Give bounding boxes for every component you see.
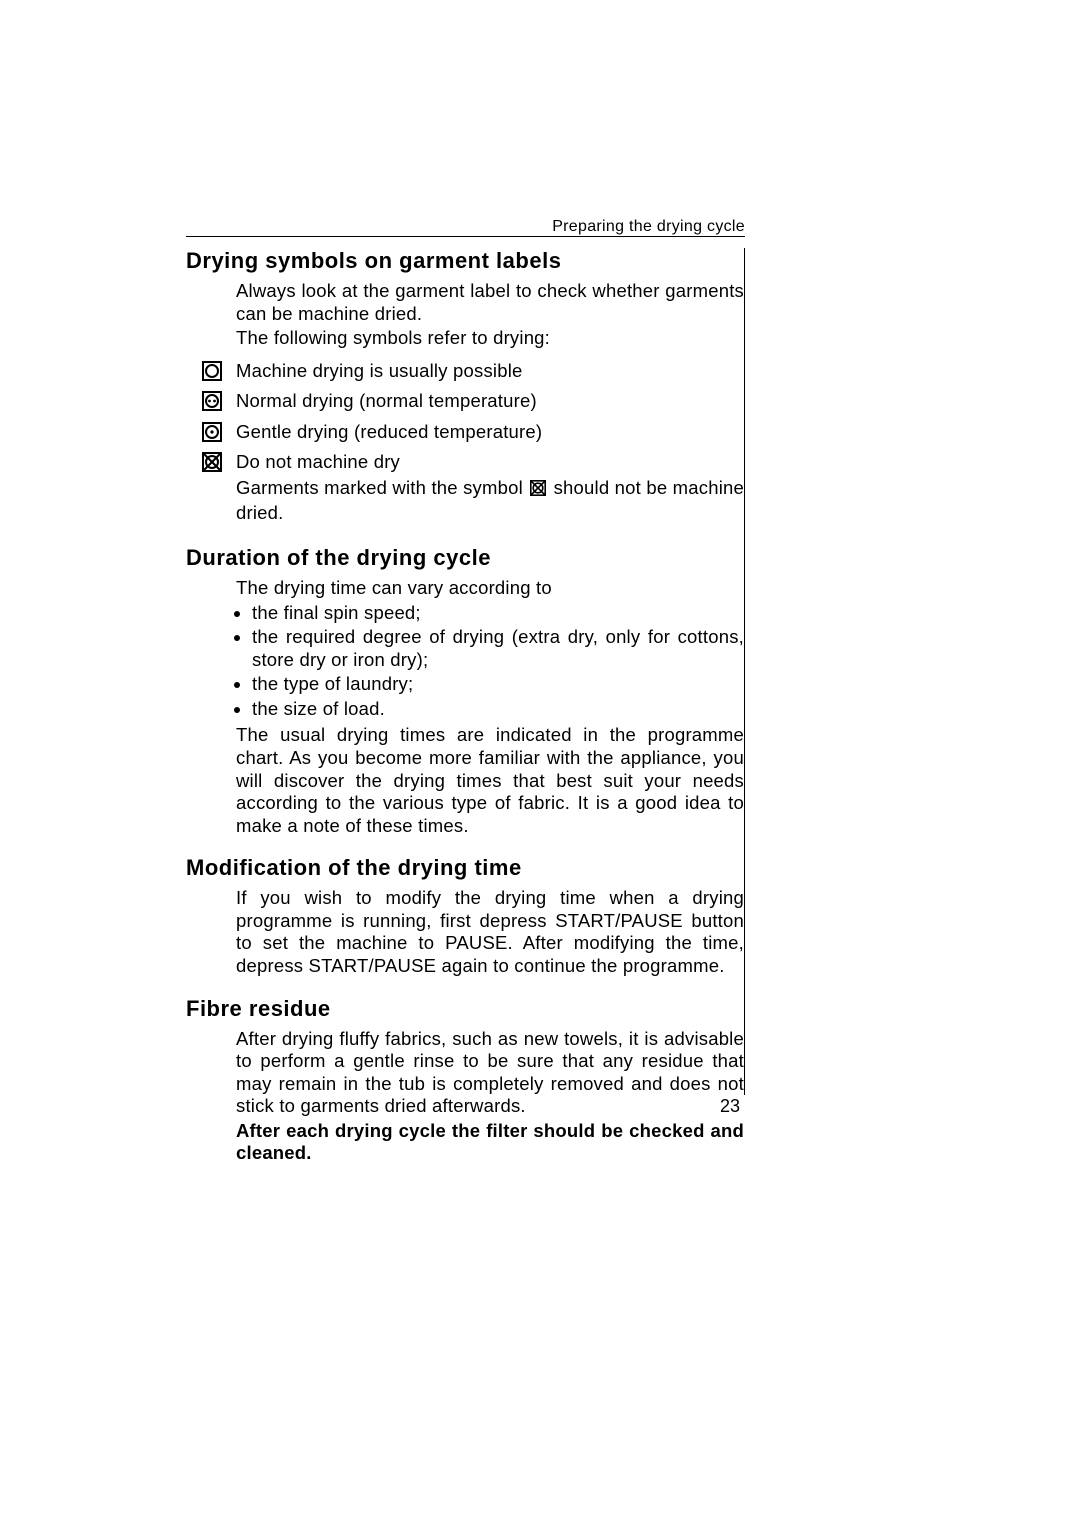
section-modification: Modification of the drying time If you w… xyxy=(186,855,744,977)
symbol-row-do-not: Do not machine dry Garments marked with … xyxy=(186,451,744,527)
fibre-bold-line: After each drying cycle the filter shoul… xyxy=(236,1120,744,1165)
bullet-item: the type of laundry; xyxy=(252,673,744,696)
section-intro: Always look at the garment label to chec… xyxy=(236,280,744,350)
symbol-row-possible: Machine drying is usually possible xyxy=(186,360,744,383)
tumble-dry-gentle-icon xyxy=(186,421,236,442)
bullet-item: the required degree of drying (extra dry… xyxy=(252,626,744,671)
section-title: Fibre residue xyxy=(186,996,744,1022)
tumble-dry-normal-icon xyxy=(186,390,236,411)
page-number: 23 xyxy=(720,1096,740,1117)
section-fibre-residue: Fibre residue After drying fluffy fabric… xyxy=(186,996,744,1165)
page-content: Drying symbols on garment labels Always … xyxy=(186,248,745,1095)
symbol-label: Gentle drying (reduced temperature) xyxy=(236,421,744,444)
horizontal-rule xyxy=(186,236,745,237)
section-body: The drying time can vary according to th… xyxy=(236,577,744,837)
section-title: Drying symbols on garment labels xyxy=(186,248,744,274)
symbol-row-normal: Normal drying (normal temperature) xyxy=(186,390,744,413)
section-drying-symbols: Drying symbols on garment labels Always … xyxy=(186,248,744,527)
duration-paragraph: The usual drying times are indicated in … xyxy=(236,724,744,837)
lead-line: The drying time can vary according to xyxy=(236,577,744,600)
do-not-dry-label: Do not machine dry xyxy=(236,451,744,474)
symbol-label-block: Do not machine dry Garments marked with … xyxy=(236,451,744,527)
tumble-dry-icon xyxy=(186,360,236,381)
fibre-paragraph: After drying fluffy fabrics, such as new… xyxy=(236,1028,744,1118)
do-not-dry-note: Garments marked with the symbol should n… xyxy=(236,477,744,524)
do-not-tumble-dry-inline-icon xyxy=(530,479,546,502)
symbol-row-gentle: Gentle drying (reduced temperature) xyxy=(186,421,744,444)
section-title: Modification of the drying time xyxy=(186,855,744,881)
section-body: If you wish to modify the drying time wh… xyxy=(236,887,744,977)
running-header: Preparing the drying cycle xyxy=(552,218,745,236)
intro-line-1: Always look at the garment label to chec… xyxy=(236,280,744,325)
symbol-label: Machine drying is usually possible xyxy=(236,360,744,383)
intro-line-2: The following symbols refer to drying: xyxy=(236,327,744,350)
bullet-item: the final spin speed; xyxy=(252,602,744,625)
symbol-label: Normal drying (normal temperature) xyxy=(236,390,744,413)
modification-paragraph: If you wish to modify the drying time wh… xyxy=(236,887,744,977)
section-title: Duration of the drying cycle xyxy=(186,545,744,571)
bullet-item: the size of load. xyxy=(252,698,744,721)
bullet-list: the final spin speed; the required degre… xyxy=(236,602,744,721)
note-part-a: Garments marked with the symbol xyxy=(236,477,528,498)
section-body: After drying fluffy fabrics, such as new… xyxy=(236,1028,744,1165)
section-duration: Duration of the drying cycle The drying … xyxy=(186,545,744,837)
manual-page: Preparing the drying cycle Drying symbol… xyxy=(0,0,1080,1528)
do-not-tumble-dry-icon xyxy=(186,451,236,472)
